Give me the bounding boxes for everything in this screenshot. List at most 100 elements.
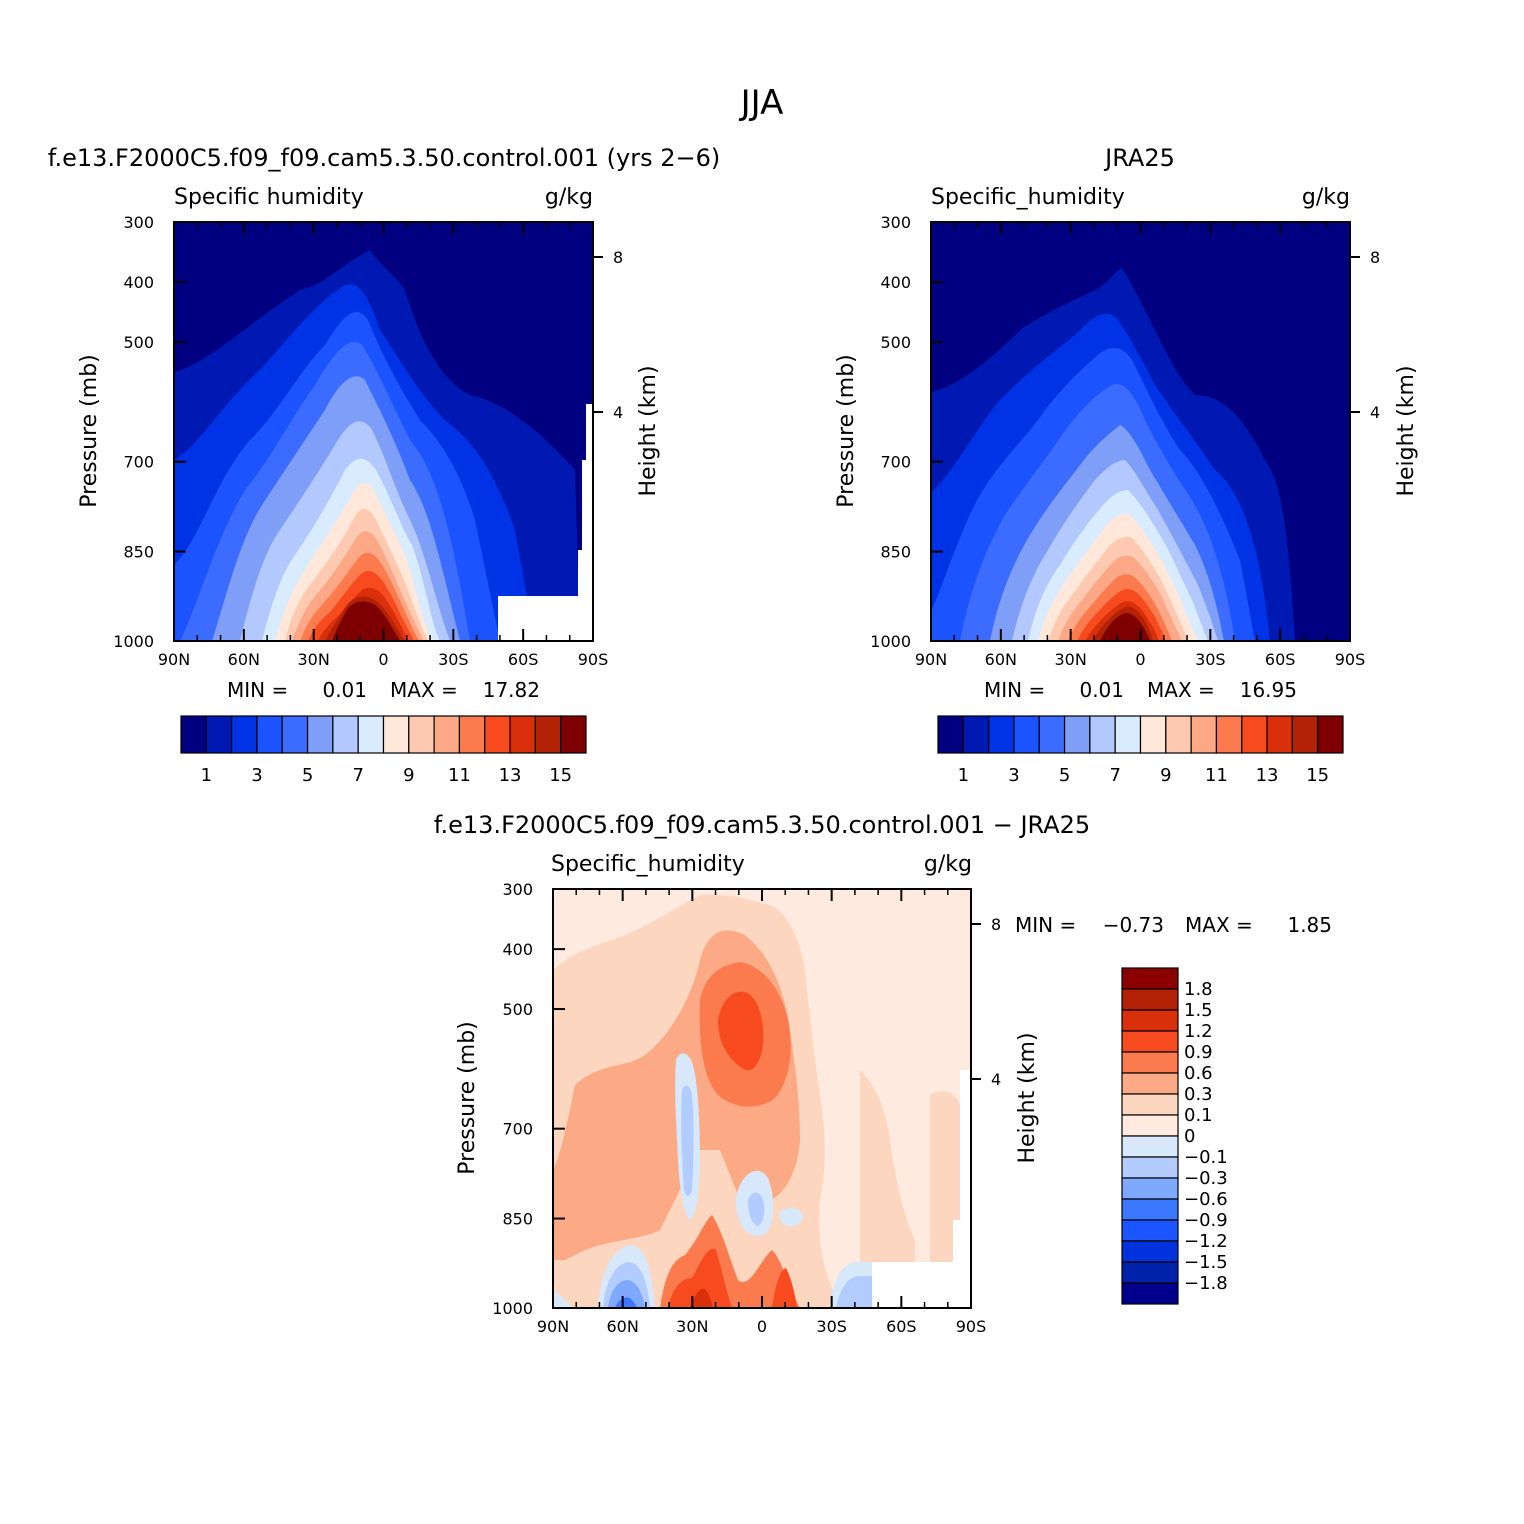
diff-level-1.2-to-1.5 (690, 1288, 713, 1308)
colorbar-swatch (1266, 715, 1293, 754)
y-tick-label: 400 (880, 273, 911, 292)
panel-diff-ylabel: Pressure (mb) (455, 1021, 480, 1175)
x-tick-label: 30S (438, 650, 469, 669)
colorbar-label: 13 (499, 765, 522, 786)
colorbar-label: 0.3 (1184, 1084, 1213, 1105)
colorbar-swatch (1121, 1240, 1179, 1263)
y-tick-label: 850 (123, 543, 154, 562)
colorbar-label: 11 (1205, 765, 1228, 786)
colorbar-label: 1 (958, 765, 969, 786)
panel-diff-title: f.e13.F2000C5.f09_f09.cam5.3.50.control.… (434, 811, 1090, 839)
panel-model-colorbar: 1 3 5 7 9 11 13 15 (180, 715, 587, 786)
colorbar-swatch (1121, 1051, 1179, 1074)
y-tick-label: 1000 (113, 632, 154, 651)
panel-diff-min-label: MIN = (1015, 913, 1076, 937)
y-tick-label: 1000 (870, 632, 911, 651)
colorbar-label: −1.2 (1184, 1231, 1228, 1252)
x-tick-label: 30N (676, 1317, 708, 1336)
colorbar-label: 5 (302, 765, 313, 786)
x-tick-label: 30N (298, 650, 330, 669)
colorbar-swatch (1190, 715, 1218, 754)
y-tick-label: 300 (123, 213, 154, 232)
panel-diff: f.e13.F2000C5.f09_f09.cam5.3.50.control.… (434, 811, 1332, 1336)
panel-obs-units: g/kg (1302, 185, 1350, 210)
x-tick-label: 60S (886, 1317, 917, 1336)
x-tick-label: 60S (508, 650, 539, 669)
y-right-tick-label: 8 (991, 915, 1001, 934)
colorbar-swatch (937, 715, 964, 754)
colorbar-swatch (484, 715, 511, 754)
diff-level-neg0.1-to-neg0.3 (836, 1276, 872, 1308)
y-tick-label: 500 (880, 333, 911, 352)
diff-level-0.9-to-1.2 (718, 991, 764, 1071)
panel-obs-ylabel-right: Height (km) (1394, 365, 1419, 496)
panel-model-max-value: 17.82 (483, 678, 540, 702)
y-tick-label: 700 (502, 1120, 533, 1139)
colorbar-swatch (1241, 715, 1268, 754)
colorbar-swatch (1121, 1156, 1179, 1179)
x-tick-label: 60N (607, 1317, 639, 1336)
x-tick-label: 90S (578, 650, 609, 669)
diff-level-0.9-to-1.2 (772, 1268, 797, 1308)
panel-diff-ylabel-right: Height (km) (1015, 1032, 1040, 1163)
colorbar-swatch (988, 715, 1015, 754)
panel-model-ylabel: Pressure (mb) (77, 354, 102, 508)
colorbar-swatch (1291, 715, 1319, 754)
colorbar-swatch (1089, 715, 1116, 754)
panel-obs-min-value: 0.01 (1079, 678, 1124, 702)
colorbar-label: 5 (1059, 765, 1070, 786)
colorbar-label: 7 (1109, 765, 1120, 786)
y-tick-label: 500 (123, 333, 154, 352)
colorbar-swatch (281, 715, 309, 754)
panel-model-min-label: MIN = (227, 678, 288, 702)
colorbar-label: 0.1 (1184, 1105, 1213, 1126)
colorbar-label: 11 (448, 765, 471, 786)
colorbar-swatch (1121, 1177, 1179, 1200)
panel-model: f.e13.F2000C5.f09_f09.cam5.3.50.control.… (48, 144, 721, 786)
colorbar-swatch (1121, 1114, 1179, 1137)
colorbar-label: −0.6 (1184, 1189, 1228, 1210)
colorbar-swatch (534, 715, 562, 754)
colorbar-swatch (357, 715, 385, 754)
colorbar-label: 15 (1306, 765, 1329, 786)
diff-level-neg0.1-to-neg0.3 (748, 1192, 765, 1226)
x-tick-label: 30S (1195, 650, 1226, 669)
x-tick-label: 90S (1335, 650, 1366, 669)
colorbar-label: 0 (1184, 1126, 1195, 1147)
y-tick-label: 700 (880, 453, 911, 472)
panel-obs: JRA25 Specific_humidity g/kg 90N 60N 30N 0 3… (834, 144, 1419, 786)
y-tick-label: 300 (880, 213, 911, 232)
x-tick-label: 90N (537, 1317, 569, 1336)
panel-obs-variable: Specific_humidity (931, 185, 1125, 210)
panel-diff-contours (553, 889, 971, 1308)
y-right-tick-label: 4 (991, 1070, 1001, 1089)
colorbar-swatch (1013, 715, 1040, 754)
panel-diff-max-label: MAX = (1185, 913, 1253, 937)
x-tick-label: 30S (816, 1317, 847, 1336)
x-tick-label: 60S (1265, 650, 1296, 669)
colorbar-swatch (1121, 1009, 1179, 1032)
panel-model-title: f.e13.F2000C5.f09_f09.cam5.3.50.control.… (48, 144, 721, 172)
colorbar-label: 3 (1008, 765, 1019, 786)
panel-diff-max-value: 1.85 (1287, 913, 1332, 937)
x-tick-label: 0 (757, 1317, 767, 1336)
colorbar-swatch (458, 715, 486, 754)
missing-data-region (872, 1262, 971, 1308)
y-tick-label: 1000 (492, 1299, 533, 1318)
colorbar-swatch (231, 715, 258, 754)
panel-obs-title: JRA25 (1103, 144, 1175, 172)
panel-obs-max-value: 16.95 (1240, 678, 1297, 702)
panel-model-variable: Specific humidity (174, 185, 364, 210)
colorbar-label: 9 (403, 765, 414, 786)
colorbar-swatch (1121, 1135, 1179, 1158)
panel-obs-max-label: MAX = (1147, 678, 1215, 702)
y-right-tick-label: 8 (613, 248, 623, 267)
colorbar-label: 15 (549, 765, 572, 786)
colorbar-swatch (205, 715, 233, 754)
colorbar-swatch (180, 715, 207, 754)
y-tick-label: 500 (502, 1000, 533, 1019)
diff-level-0.1-to-0.3 (860, 1070, 915, 1308)
colorbar-swatch (1121, 1072, 1179, 1095)
y-tick-label: 300 (502, 880, 533, 899)
panel-model-units: g/kg (545, 185, 593, 210)
